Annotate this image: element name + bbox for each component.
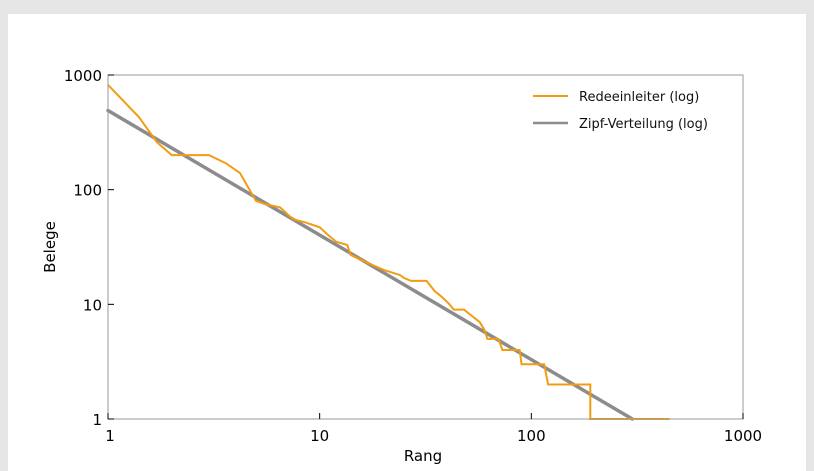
- x-axis-label: Rang: [404, 447, 442, 465]
- y-tick-label-100: 100: [73, 182, 102, 200]
- y-axis-label: Belege: [41, 221, 59, 273]
- plot-border: [107, 74, 744, 420]
- plot-frame: [107, 74, 744, 420]
- x-tick-label-10: 10: [310, 427, 329, 445]
- plot-background: [108, 75, 743, 419]
- x-tick-label-100: 100: [517, 427, 546, 445]
- x-tick-label-1: 1: [105, 427, 115, 445]
- y-tick-label-10: 10: [83, 296, 102, 314]
- legend: Redeeinleiter (log) Zipf-Verteilung (log…: [533, 90, 708, 132]
- series-layer: [106, 84, 670, 421]
- zipf-chart: 1 10 100 1000 1 10 100 1000 Rang Belege Redeein…: [41, 67, 762, 465]
- y-tick-label-1: 1: [92, 411, 102, 429]
- x-tick-label-1000: 1000: [724, 427, 762, 445]
- legend-label-redeeinleiter: Redeeinleiter (log): [579, 90, 699, 105]
- tick-layer: 1 10 100 1000 1 10 100 1000: [64, 67, 762, 445]
- series-redeeinleiter-line: [107, 84, 670, 420]
- chart-frame: 1 10 100 1000 1 10 100 1000 Rang Belege Redeein…: [8, 14, 806, 471]
- legend-label-zipf: Zipf-Verteilung (log): [579, 117, 708, 132]
- y-tick-label-1000: 1000: [64, 67, 102, 85]
